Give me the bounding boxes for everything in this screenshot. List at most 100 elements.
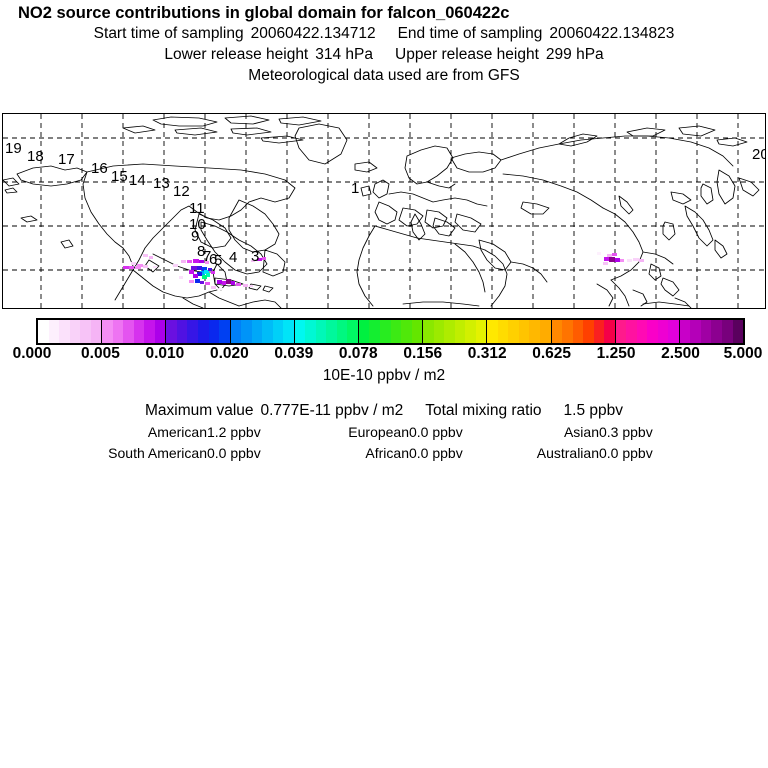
colorbar-segment bbox=[358, 320, 424, 343]
colorbar-swatch bbox=[401, 320, 412, 343]
release-height-row: Lower release height 314 hPa Upper relea… bbox=[0, 44, 768, 65]
colorbar-swatch bbox=[326, 320, 337, 343]
colorbar-swatch bbox=[154, 320, 166, 343]
colorbar-swatch bbox=[59, 320, 70, 343]
colorbar-swatch bbox=[369, 320, 380, 343]
colorbar-swatch bbox=[315, 320, 327, 343]
colorbar-swatch bbox=[197, 320, 209, 343]
max-and-total-row: Maximum value 0.777E-11 ppbv / m2 Total … bbox=[0, 400, 768, 422]
trajectory-point-label: 16 bbox=[91, 160, 108, 177]
colorbar-swatch bbox=[411, 320, 423, 343]
source-value-south-american: 0.0 ppbv bbox=[207, 445, 261, 461]
colorbar-tick: 0.625 bbox=[532, 345, 572, 362]
sampling-time-row: Start time of sampling 20060422.134712 E… bbox=[0, 23, 768, 44]
colorbar-swatch bbox=[626, 320, 637, 343]
lower-release-height-value: 314 hPa bbox=[315, 46, 373, 63]
source-value-african: 0.0 ppbv bbox=[409, 445, 463, 461]
colorbar-swatch bbox=[423, 320, 434, 343]
colorbar-swatch bbox=[283, 320, 294, 343]
colorbar-swatch bbox=[539, 320, 551, 343]
colorbar-swatch bbox=[133, 320, 145, 343]
colorbar-tick: 0.000 bbox=[12, 345, 52, 362]
start-time-value: 20060422.134712 bbox=[250, 25, 376, 42]
colorbar-swatch bbox=[251, 320, 263, 343]
trajectory-point-label: 12 bbox=[173, 183, 190, 200]
colorbar-swatch bbox=[123, 320, 134, 343]
colorbar-tick: 5.000 bbox=[723, 345, 763, 362]
colorbar-swatch bbox=[657, 320, 669, 343]
colorbar-units-label: 10E-10 ppbv / m2 bbox=[322, 367, 446, 384]
colorbar-swatch bbox=[380, 320, 391, 343]
colorbar-swatch bbox=[647, 320, 658, 343]
source-row-southern: South American 0.0 ppbv African 0.0 ppbv… bbox=[0, 443, 768, 464]
colorbar-swatch bbox=[219, 320, 230, 343]
colorbar-swatch bbox=[722, 320, 733, 343]
colorbar-swatch bbox=[90, 320, 102, 343]
maximum-value: 0.777E-11 ppbv / m2 bbox=[260, 402, 404, 419]
maximum-value-label: Maximum value bbox=[144, 402, 254, 419]
trajectory-point-label: 3 bbox=[251, 248, 260, 265]
trajectory-point-label: 6 bbox=[209, 251, 218, 268]
colorbar-swatch bbox=[465, 320, 476, 343]
colorbar-swatch bbox=[518, 320, 530, 343]
colorbar-swatch bbox=[679, 320, 691, 343]
map-coastlines bbox=[3, 115, 760, 308]
colorbar-swatch bbox=[208, 320, 220, 343]
source-label-australian: Australian bbox=[536, 445, 599, 461]
colorbar-segment bbox=[551, 320, 616, 343]
trajectory-point-label: 7 bbox=[203, 248, 212, 265]
source-value-american: 1.2 ppbv bbox=[207, 424, 261, 440]
colorbar-swatch bbox=[112, 320, 124, 343]
start-time-label: Start time of sampling bbox=[93, 25, 244, 42]
colorbar-swatch bbox=[272, 320, 284, 343]
colorbar-swatch bbox=[636, 320, 648, 343]
source-label-american: American bbox=[147, 424, 207, 440]
total-mixing-ratio-value: 1.5 ppbv bbox=[563, 402, 624, 419]
colorbar-swatch bbox=[38, 320, 49, 343]
colorbar-tick: 0.020 bbox=[209, 345, 249, 362]
colorbar-swatch bbox=[230, 320, 242, 343]
trajectory-point-label: 8 bbox=[197, 243, 206, 260]
trajectory-point-label: 17 bbox=[58, 151, 75, 168]
total-mixing-ratio-label: Total mixing ratio bbox=[425, 402, 542, 419]
colorbar-swatch bbox=[583, 320, 594, 343]
source-value-european: 0.0 ppbv bbox=[409, 424, 463, 440]
source-label-african: African bbox=[365, 445, 409, 461]
colorbar-swatch bbox=[615, 320, 627, 343]
colorbar-swatch bbox=[700, 320, 712, 343]
colorbar-swatch bbox=[593, 320, 605, 343]
source-label-european: European bbox=[348, 424, 409, 440]
colorbar-tick: 1.250 bbox=[596, 345, 636, 362]
meteorological-note: Meteorological data used are from GFS bbox=[248, 67, 520, 84]
colorbar-swatch bbox=[241, 320, 252, 343]
trajectory-point-label: 1 bbox=[351, 180, 360, 197]
colorbar-swatch bbox=[80, 320, 91, 343]
trajectory-point-label: 18 bbox=[27, 148, 44, 165]
colorbar-segment bbox=[679, 320, 744, 343]
trajectory-point-label: 15 bbox=[111, 168, 128, 185]
colorbar-swatch bbox=[551, 320, 563, 343]
colorbar-tick-labels: 0.000 0.005 0.010 0.020 0.039 0.078 0.156 0.312… bbox=[0, 345, 768, 365]
colorbar-swatch bbox=[305, 320, 316, 343]
map-graticule bbox=[3, 114, 765, 308]
colorbar-swatch bbox=[444, 320, 455, 343]
trajectory-point-label: 11 bbox=[189, 200, 205, 217]
colorbar-swatch bbox=[166, 320, 177, 343]
colorbar bbox=[36, 318, 745, 345]
colorbar-swatch bbox=[294, 320, 306, 343]
colorbar-swatch bbox=[358, 320, 370, 343]
colorbar-swatch bbox=[497, 320, 509, 343]
colorbar-swatch bbox=[69, 320, 81, 343]
colorbar-segment bbox=[487, 320, 552, 343]
colorbar-swatch bbox=[508, 320, 519, 343]
source-label-south-american: South American bbox=[108, 445, 207, 461]
source-row-northern: American 1.2 ppbv European 0.0 ppbv Asia… bbox=[0, 422, 768, 443]
colorbar-swatch bbox=[732, 320, 744, 343]
source-value-australian: 0.0 ppbv bbox=[599, 445, 653, 461]
trajectory-point-label: 4 bbox=[229, 249, 238, 266]
emission-plume bbox=[123, 252, 644, 290]
colorbar-swatch bbox=[187, 320, 198, 343]
colorbar-swatch bbox=[390, 320, 402, 343]
colorbar-segment bbox=[294, 320, 359, 343]
end-time-value: 20060422.134823 bbox=[549, 25, 675, 42]
